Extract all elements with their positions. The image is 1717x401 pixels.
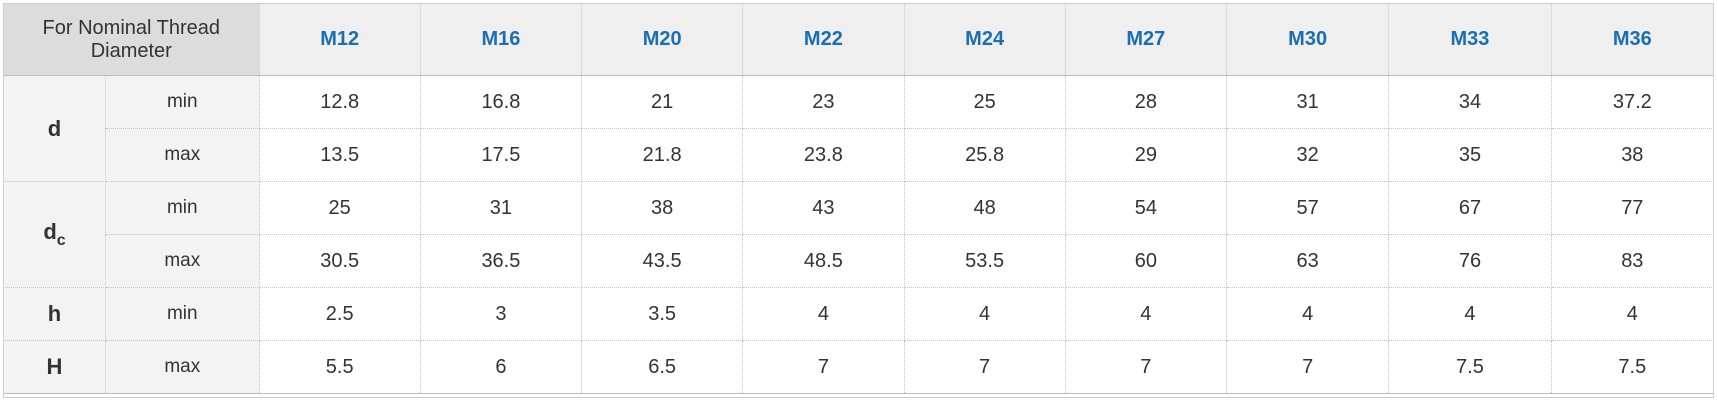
table-cell: 48.5 xyxy=(742,234,905,288)
param-symbol: H xyxy=(46,354,63,379)
size-header-m30: M30 xyxy=(1225,3,1390,76)
param-label-dc: dc xyxy=(3,181,106,288)
param-label-h: h xyxy=(3,287,106,341)
param-subscript: c xyxy=(56,232,66,249)
table-cell: 31 xyxy=(419,181,583,235)
table-cell: 36.5 xyxy=(419,234,583,288)
table-cell: 37.2 xyxy=(1550,75,1715,129)
table-cell: 6.5 xyxy=(581,340,744,394)
table-cell: 23.8 xyxy=(742,128,905,182)
table-cell: 4 xyxy=(903,287,1066,341)
table-cell: 12.8 xyxy=(258,75,421,129)
table-cell: 13.5 xyxy=(258,128,421,182)
param-label-d: d xyxy=(3,75,106,182)
size-header-m20: M20 xyxy=(581,3,744,76)
corner-header: For Nominal Thread Diameter xyxy=(3,3,260,76)
table-cell: 3 xyxy=(419,287,583,341)
size-header-m16: M16 xyxy=(419,3,583,76)
table-cell: 25 xyxy=(258,181,421,235)
header-row: For Nominal Thread Diameter M12 M16 M20 … xyxy=(3,3,1715,76)
bound-label: min xyxy=(105,287,260,341)
param-symbol: h xyxy=(47,301,62,326)
param-symbol: d xyxy=(47,115,62,141)
table-cell: 38 xyxy=(1550,128,1715,182)
table-cell: 5.5 xyxy=(258,340,421,394)
table-cell: 67 xyxy=(1388,181,1552,235)
table-cell: 7.5 xyxy=(1388,340,1552,394)
table-cell: 6 xyxy=(419,340,583,394)
table-cell: 25 xyxy=(903,75,1066,129)
table-cell: 35 xyxy=(1388,128,1552,182)
table-cell: 3.5 xyxy=(581,287,744,341)
table-cell: 43.5 xyxy=(581,234,744,288)
table-row: dc min 25 31 38 43 48 54 57 67 77 xyxy=(3,181,1715,288)
size-header-m12: M12 xyxy=(258,3,421,76)
table-cell: 28 xyxy=(1064,75,1227,129)
table-cell: 32 xyxy=(1225,128,1390,182)
thread-spec-table: For Nominal Thread Diameter M12 M16 M20 … xyxy=(3,3,1715,394)
size-header-m22: M22 xyxy=(742,3,905,76)
table-cell: 7 xyxy=(1064,340,1227,394)
table-cell: 57 xyxy=(1225,181,1390,235)
table-cell: 7 xyxy=(742,340,905,394)
bound-label: max xyxy=(105,340,260,394)
table-cell: 16.8 xyxy=(419,75,583,129)
table-cell: 77 xyxy=(1550,181,1715,235)
table-row: h min 2.5 3 3.5 4 4 4 4 4 4 xyxy=(3,287,1715,341)
table-row: d min 12.8 16.8 21 23 25 28 31 34 37.2 xyxy=(3,75,1715,182)
size-header-m36: M36 xyxy=(1550,3,1715,76)
table-cell: 17.5 xyxy=(419,128,583,182)
bound-label: max xyxy=(105,128,260,182)
size-header-m33: M33 xyxy=(1388,3,1552,76)
table-cell: 48 xyxy=(903,181,1066,235)
size-header-m27: M27 xyxy=(1064,3,1227,76)
table-cell: 53.5 xyxy=(903,234,1066,288)
table-cell: 31 xyxy=(1225,75,1390,129)
table-cell: 60 xyxy=(1064,234,1227,288)
table-cell: 4 xyxy=(742,287,905,341)
table-row: max 13.5 17.5 21.8 23.8 25.8 29 32 35 38 xyxy=(4,128,1715,182)
bound-label: max xyxy=(105,234,260,288)
table-cell: 38 xyxy=(581,181,744,235)
table-cell: 63 xyxy=(1225,234,1390,288)
table-cell: 34 xyxy=(1388,75,1552,129)
table-cell: 2.5 xyxy=(258,287,421,341)
table-cell: 76 xyxy=(1388,234,1552,288)
table-cell: 4 xyxy=(1388,287,1552,341)
table-cell: 4 xyxy=(1550,287,1715,341)
table-row: max 30.5 36.5 43.5 48.5 53.5 60 63 76 83 xyxy=(4,234,1715,288)
table-cell: 23 xyxy=(742,75,905,129)
table-cell: 83 xyxy=(1550,234,1715,288)
table-cell: 7 xyxy=(903,340,1066,394)
table-cell: 7.5 xyxy=(1550,340,1715,394)
table-cell: 29 xyxy=(1064,128,1227,182)
table-row: H max 5.5 6 6.5 7 7 7 7 7.5 7.5 xyxy=(3,340,1715,394)
param-symbol: d xyxy=(43,219,57,244)
table-cell: 30.5 xyxy=(258,234,421,288)
table-cell: 21 xyxy=(581,75,744,129)
size-header-m24: M24 xyxy=(903,3,1066,76)
table-cell: 25.8 xyxy=(903,128,1066,182)
table-cell: 7 xyxy=(1225,340,1390,394)
param-label-H: H xyxy=(3,340,106,394)
table-cell: 54 xyxy=(1064,181,1227,235)
bound-label: min xyxy=(105,75,260,129)
table-cell: 4 xyxy=(1064,287,1227,341)
table-cell: 4 xyxy=(1225,287,1390,341)
table-cell: 43 xyxy=(742,181,905,235)
table-cell: 21.8 xyxy=(581,128,744,182)
bound-label: min xyxy=(105,181,260,235)
